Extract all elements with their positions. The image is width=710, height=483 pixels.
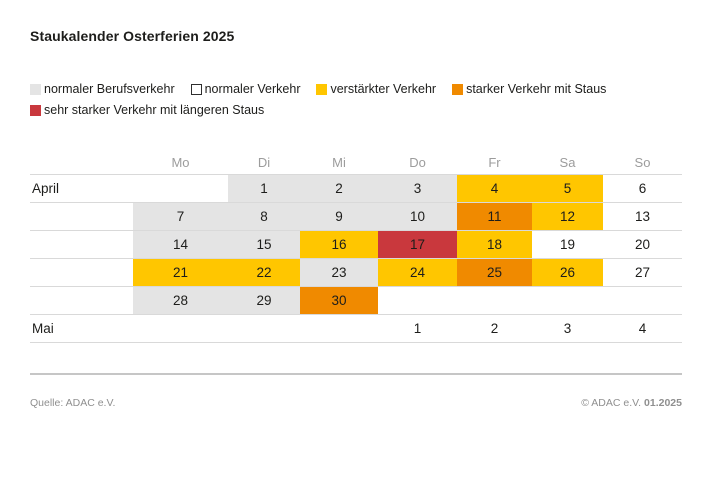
legend: normaler Berufsverkehr normaler Verkehr ve… xyxy=(30,82,682,117)
calendar-day-cell: 15 xyxy=(228,230,300,259)
bottom-divider xyxy=(30,373,682,375)
calendar-day-cell: 21 xyxy=(133,258,228,287)
legend-item: normaler Verkehr xyxy=(190,82,301,96)
calendar-day-cell: 10 xyxy=(378,202,457,231)
legend-swatch-icon xyxy=(30,83,41,95)
legend-label: starker Verkehr mit Staus xyxy=(466,82,607,96)
weekday-header: Mi xyxy=(300,150,378,175)
calendar-day-cell: 16 xyxy=(300,230,378,259)
calendar-day-cell: 3 xyxy=(378,174,457,203)
calendar-day-cell: 2 xyxy=(300,174,378,203)
calendar-day-cell: 27 xyxy=(603,258,682,287)
calendar-empty-cell xyxy=(228,314,300,343)
calendar-day-cell: 1 xyxy=(228,174,300,203)
month-label xyxy=(30,286,133,315)
weekday-header: Sa xyxy=(532,150,603,175)
calendar-day-cell: 18 xyxy=(457,230,532,259)
weekday-header: Fr xyxy=(457,150,532,175)
calendar-week-row: April 1 2 3 4 5 6 xyxy=(30,174,682,203)
source-note: Quelle: ADAC e.V. xyxy=(30,397,116,409)
calendar-empty-cell xyxy=(300,314,378,343)
legend-item: starker Verkehr mit Staus xyxy=(452,82,606,96)
copyright-note: © ADAC e.V. 01.2025 xyxy=(581,397,682,409)
calendar-day-cell: 22 xyxy=(228,258,300,287)
calendar-day-cell: 12 xyxy=(532,202,603,231)
calendar-empty-cell xyxy=(133,174,228,203)
weekday-header: Mo xyxy=(133,150,228,175)
legend-item: normaler Berufsverkehr xyxy=(30,82,175,96)
calendar-day-cell: 4 xyxy=(603,314,682,343)
calendar-week-row: 14 15 16 17 18 19 20 xyxy=(30,230,682,259)
legend-swatch-icon xyxy=(316,83,328,95)
month-label: Mai xyxy=(30,314,133,343)
calendar-week-row: Mai 1 2 3 4 xyxy=(30,314,682,343)
calendar-day-cell: 14 xyxy=(133,230,228,259)
calendar-day-cell: 2 xyxy=(457,314,532,343)
footer: Quelle: ADAC e.V. © ADAC e.V. 01.2025 xyxy=(30,397,682,409)
calendar-day-cell: 6 xyxy=(603,174,682,203)
month-label: April xyxy=(30,174,133,203)
calendar-week-row: 7 8 9 10 11 12 13 xyxy=(30,202,682,231)
calendar-week-row: 28 29 30 xyxy=(30,286,682,315)
legend-swatch-icon xyxy=(30,104,41,116)
calendar-day-cell: 23 xyxy=(300,258,378,287)
calendar-empty-cell xyxy=(457,286,532,315)
calendar-day-cell: 25 xyxy=(457,258,532,287)
calendar-day-cell: 8 xyxy=(228,202,300,231)
calendar-day-cell: 30 xyxy=(300,286,378,315)
calendar-day-cell: 9 xyxy=(300,202,378,231)
calendar-day-cell: 3 xyxy=(532,314,603,343)
calendar-day-cell: 11 xyxy=(457,202,532,231)
weekday-header: Di xyxy=(228,150,300,175)
calendar-day-cell: 19 xyxy=(532,230,603,259)
legend-item: sehr starker Verkehr mit längeren Staus xyxy=(30,103,682,117)
calendar-empty-cell xyxy=(378,286,457,315)
calendar-day-cell: 7 xyxy=(133,202,228,231)
calendar-day-cell: 26 xyxy=(532,258,603,287)
month-label-header xyxy=(30,150,133,175)
calendar-day-cell: 17 xyxy=(378,230,457,259)
calendar-empty-cell xyxy=(603,286,682,315)
page-title: Staukalender Osterferien 2025 xyxy=(30,28,235,44)
calendar-day-cell: 13 xyxy=(603,202,682,231)
copyright-text: © ADAC e.V. xyxy=(581,397,642,409)
month-label xyxy=(30,258,133,287)
weekday-header: Do xyxy=(378,150,457,175)
calendar-day-cell: 1 xyxy=(378,314,457,343)
calendar-day-cell: 28 xyxy=(133,286,228,315)
calendar-body: April 1 2 3 4 5 6 7 8 9 10 11 12 13 14 15 16 17 18 19 20 21 22… xyxy=(30,174,682,343)
calendar-day-cell: 5 xyxy=(532,174,603,203)
copyright-date: 01.2025 xyxy=(644,397,682,409)
calendar-day-cell: 24 xyxy=(378,258,457,287)
calendar-empty-cell xyxy=(133,314,228,343)
calendar-day-cell: 29 xyxy=(228,286,300,315)
legend-swatch-icon xyxy=(452,83,464,95)
calendar-empty-cell xyxy=(532,286,603,315)
traffic-calendar: Mo Di Mi Do Fr Sa So April 1 2 3 4 5 6 7 8 9 10 11 12 13 14 1… xyxy=(30,150,682,343)
month-label xyxy=(30,230,133,259)
month-label xyxy=(30,202,133,231)
legend-item: verstärkter Verkehr xyxy=(316,82,436,96)
legend-label: normaler Verkehr xyxy=(204,82,301,96)
calendar-day-cell: 4 xyxy=(457,174,532,203)
weekday-header-row: Mo Di Mi Do Fr Sa So xyxy=(30,150,682,175)
legend-label: verstärkter Verkehr xyxy=(330,82,437,96)
legend-swatch-icon xyxy=(190,83,202,95)
weekday-header: So xyxy=(603,150,682,175)
calendar-day-cell: 20 xyxy=(603,230,682,259)
calendar-week-row: 21 22 23 24 25 26 27 xyxy=(30,258,682,287)
legend-label: sehr starker Verkehr mit längeren Staus xyxy=(44,103,265,117)
legend-label: normaler Berufsverkehr xyxy=(44,82,175,96)
